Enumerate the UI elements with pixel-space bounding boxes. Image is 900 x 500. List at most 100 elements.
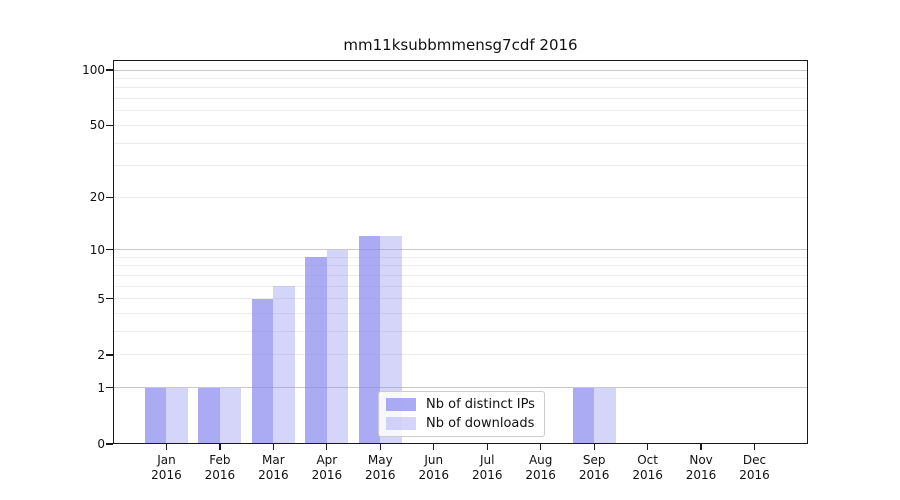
chart-title: mm11ksubbmmensg7cdf 2016 (343, 36, 578, 54)
x-tick-year: 2016 (418, 468, 450, 482)
bar-downloads-jan (166, 387, 188, 444)
y-tick-mark (106, 443, 113, 445)
bar-downloads-sep (594, 387, 616, 444)
x-tick-month: Apr (316, 453, 338, 467)
x-tick-label: Mar 2016 (238, 453, 308, 483)
y-gridline-minor (113, 87, 808, 89)
y-gridline-minor (113, 354, 808, 356)
y-tick-mark (106, 387, 113, 389)
x-tick-month: Oct (637, 453, 658, 467)
x-tick-year: 2016 (632, 468, 663, 482)
y-tick-mark (106, 298, 113, 300)
y-gridline-minor (113, 98, 808, 100)
x-tick-label: Dec 2016 (720, 453, 790, 483)
x-tick-label: Nov 2016 (666, 453, 736, 483)
bar-downloads-apr (326, 249, 349, 444)
legend-item-downloads: Nb of downloads (386, 416, 537, 431)
y-tick-label: 5 (97, 291, 105, 306)
y-tick-label: 100 (82, 63, 105, 78)
x-tick-month: Dec (742, 453, 767, 467)
y-gridline-minor (113, 78, 808, 80)
y-gridline-major (113, 387, 808, 389)
legend-label-distinct-ips: Nb of distinct IPs (426, 397, 535, 412)
y-gridline-minor (113, 313, 808, 315)
bar-downloads-feb (219, 387, 242, 444)
x-tick-month: Mar (262, 453, 285, 467)
legend-swatch-distinct-ips (386, 398, 416, 411)
x-tick-month: Feb (209, 453, 231, 467)
plot-area: 0 1 2 5 10 20 50 100 Jan 2016 Feb 2016 Mar 2016 Apr 201… (82, 60, 808, 482)
x-tick-label: Apr 2016 (292, 453, 362, 483)
axis-ticks-layer: 0 1 2 5 10 20 50 100 Jan 2016 Feb 2016 Mar 2016 Apr 201… (82, 60, 808, 482)
x-tick-year: 2016 (685, 468, 717, 482)
y-gridline-minor (113, 285, 808, 287)
y-tick-mark (106, 124, 113, 127)
x-tick-mark (433, 444, 435, 450)
y-gridline-minor (113, 124, 808, 126)
y-gridline-minor (113, 165, 808, 167)
x-tick-year: 2016 (739, 468, 770, 482)
x-tick-mark (379, 444, 381, 450)
legend-label-downloads: Nb of downloads (426, 416, 535, 431)
y-gridline-minor (113, 256, 808, 258)
x-tick-year: 2016 (258, 468, 289, 482)
x-tick-label: Feb 2016 (185, 453, 255, 483)
x-tick-label: Sep 2016 (559, 453, 629, 483)
x-tick-year: 2016 (525, 468, 556, 482)
gridlines-layer (113, 60, 808, 444)
x-tick-month: Aug (528, 453, 553, 467)
y-gridline-minor (113, 331, 808, 333)
y-gridline-major (113, 249, 808, 251)
x-tick-mark (646, 444, 649, 450)
x-tick-mark (753, 444, 756, 450)
x-tick-label: Jul 2016 (452, 453, 522, 483)
x-tick-year: 2016 (151, 468, 182, 482)
y-tick-mark (106, 249, 113, 251)
legend-item-distinct-ips: Nb of distinct IPs (386, 397, 537, 412)
bar-downloads-mar (273, 286, 295, 444)
x-tick-year: 2016 (578, 468, 610, 482)
x-tick-mark (486, 444, 488, 450)
x-tick-mark (540, 444, 542, 450)
x-tick-year: 2016 (471, 468, 503, 482)
y-gridline-minor (113, 265, 808, 267)
y-tick-label: 20 (89, 190, 105, 205)
x-tick-mark (700, 444, 702, 450)
y-gridline-minor (113, 142, 808, 144)
bar-distinct-ips-sep (572, 387, 595, 444)
y-gridline-minor (113, 196, 808, 198)
x-tick-year: 2016 (365, 468, 396, 482)
x-tick-year: 2016 (311, 468, 343, 482)
y-tick-label: 0 (97, 437, 105, 451)
bar-distinct-ips-apr (305, 257, 327, 444)
x-tick-month: Jul (479, 453, 495, 467)
y-tick-label: 2 (97, 347, 105, 362)
x-tick-year: 2016 (204, 468, 236, 482)
x-tick-mark (326, 444, 328, 450)
y-tick-label: 1 (97, 380, 105, 395)
legend: Nb of distinct IPs Nb of downloads (378, 391, 545, 437)
x-tick-mark (165, 444, 168, 450)
x-tick-label: Aug 2016 (506, 453, 576, 483)
x-tick-mark (593, 444, 595, 450)
x-tick-label: May 2016 (345, 453, 415, 483)
y-tick-mark (106, 69, 113, 71)
plot-frame (113, 60, 808, 444)
x-tick-month: Jan (157, 453, 176, 467)
y-tick-mark (106, 354, 113, 356)
x-tick-label: Oct 2016 (613, 453, 683, 483)
legend-swatch-downloads (386, 417, 416, 430)
bar-distinct-ips-jan (144, 387, 167, 444)
x-tick-mark (219, 444, 221, 450)
bar-distinct-ips-feb (198, 387, 220, 444)
bar-distinct-ips-mar (251, 298, 274, 444)
y-tick-mark (106, 196, 113, 198)
x-tick-month: Nov (689, 453, 713, 467)
y-tick-label: 10 (89, 242, 105, 257)
y-gridline-minor (113, 298, 808, 300)
x-tick-month: May (367, 453, 393, 467)
y-gridline-minor (113, 275, 808, 277)
x-tick-mark (272, 444, 275, 450)
y-gridline-major (113, 69, 808, 71)
